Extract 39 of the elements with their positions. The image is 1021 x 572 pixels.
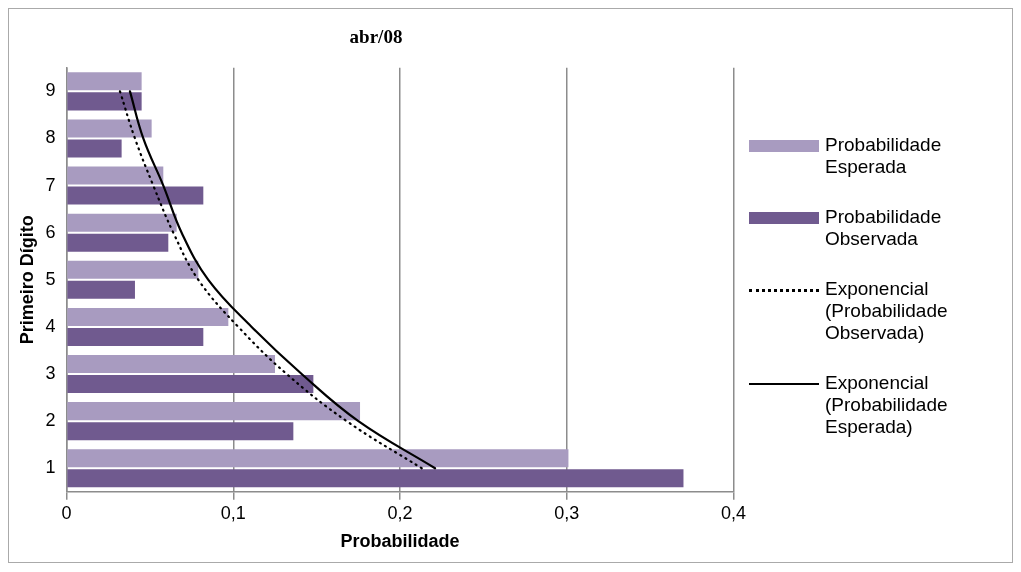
bar <box>67 468 684 487</box>
y-tick-label: 6 <box>45 221 56 242</box>
bar <box>67 280 135 299</box>
bar <box>67 91 142 110</box>
bar <box>67 233 169 252</box>
bar <box>67 260 199 279</box>
bar <box>67 401 361 420</box>
y-tick-label: 2 <box>45 409 56 430</box>
bar <box>67 327 204 346</box>
bar <box>67 71 142 90</box>
bar <box>67 213 177 232</box>
chart-title: abr/08 <box>349 25 403 47</box>
y-tick-label: 1 <box>45 456 56 477</box>
legend-label: Probabilidade Esperada <box>825 133 943 178</box>
y-tick-label: 8 <box>45 126 56 147</box>
x-tick-label: 0,3 <box>554 502 580 523</box>
y-tick-label: 3 <box>45 362 56 383</box>
y-axis-title: Primeiro Dígito <box>16 214 37 344</box>
legend-label: Probabilidade Observada <box>825 205 943 250</box>
legend-label: Exponencial (Probabilidade Esperada) <box>825 371 949 438</box>
x-axis-title: Probabilidade <box>340 530 460 551</box>
y-tick-label: 7 <box>45 174 56 195</box>
y-tick-label: 4 <box>45 315 56 336</box>
bar <box>67 307 229 326</box>
bar <box>67 166 164 185</box>
bar <box>67 448 569 467</box>
bar <box>67 186 204 205</box>
x-tick-label: 0,1 <box>220 502 246 523</box>
x-tick-label: 0 <box>61 502 72 523</box>
y-tick-label: 5 <box>45 268 56 289</box>
bar <box>67 374 314 393</box>
y-tick-label: 9 <box>45 79 56 100</box>
bar <box>67 138 122 157</box>
x-tick-label: 0,2 <box>387 502 413 523</box>
bar <box>67 118 152 137</box>
x-tick-label: 0,4 <box>720 502 746 523</box>
bar <box>67 421 294 440</box>
legend-label: Exponencial (Probabilidade Observada) <box>825 277 949 344</box>
bar <box>67 354 276 373</box>
